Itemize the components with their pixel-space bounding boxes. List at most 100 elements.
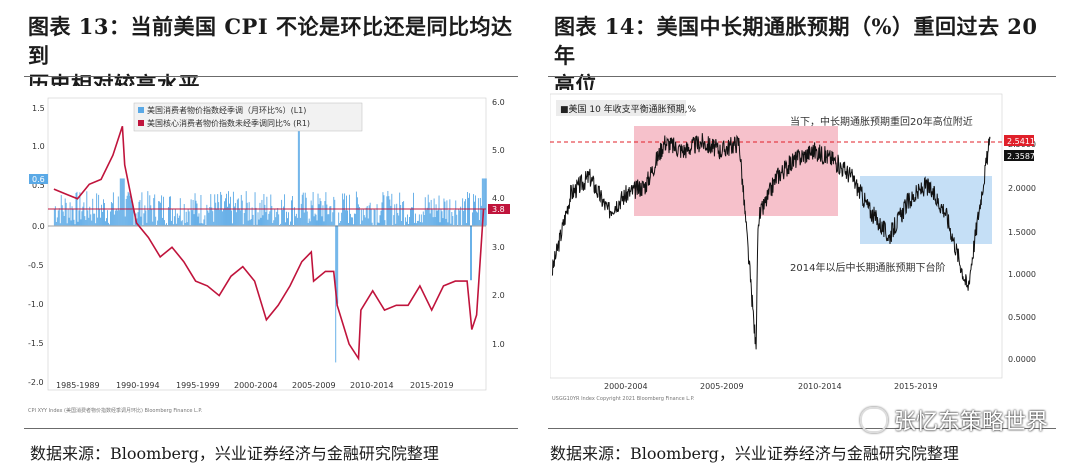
cpi-mom-bar <box>400 205 402 226</box>
cpi-mom-bar <box>352 224 354 226</box>
cpi-mom-bar <box>98 194 100 226</box>
cpi-mom-bar <box>357 204 359 226</box>
cpi-mom-bar <box>286 211 287 226</box>
cpi-mom-bar <box>133 225 135 226</box>
cpi-mom-bar <box>233 206 235 226</box>
cpi-mom-bar <box>156 225 158 226</box>
cpi-mom-bar <box>89 206 91 226</box>
cpi-mom-bar <box>436 210 438 226</box>
cpi-mom-bar <box>222 211 224 226</box>
cpi-mom-bar <box>162 217 164 226</box>
cpi-mom-bar <box>121 178 123 226</box>
left-rtick: 6.0 <box>492 98 505 107</box>
cpi-mom-bar <box>192 199 194 226</box>
cpi-mom-bar <box>190 199 192 226</box>
cpi-mom-bar <box>466 223 468 226</box>
cpi-mom-bar <box>296 217 298 226</box>
right-legend-text: ■美国 10 年收支平衡通胀预期,% <box>560 103 697 115</box>
cpi-mom-bar <box>315 214 317 226</box>
cpi-mom-bar <box>434 217 436 226</box>
cpi-mom-bar <box>264 204 266 226</box>
cpi-mom-bar <box>94 213 96 226</box>
cpi-mom-bar <box>365 207 367 226</box>
cpi-mom-bar <box>339 222 341 226</box>
cpi-mom-bar <box>106 218 107 226</box>
cpi-mom-bar <box>457 225 459 226</box>
cpi-mom-bar <box>403 201 405 226</box>
cpi-mom-bar <box>54 206 56 226</box>
cpi-mom-bar <box>484 178 486 226</box>
cpi-mom-bar <box>80 219 82 226</box>
cpi-mom-bar <box>433 198 435 226</box>
cpi-mom-bar <box>441 211 443 226</box>
cpi-mom-bar <box>332 212 334 226</box>
cpi-mom-bar <box>409 216 410 226</box>
cpi-mom-bar <box>172 224 174 226</box>
right-ytick: 1.0000 <box>1008 270 1036 279</box>
cpi-mom-bar <box>59 223 61 226</box>
cpi-mom-bar <box>475 211 477 226</box>
cpi-mom-bar <box>186 222 188 226</box>
cpi-mom-bar <box>140 216 142 226</box>
cpi-mom-bar <box>363 215 365 226</box>
cpi-mom-bar <box>114 210 116 226</box>
cpi-mom-bar <box>126 195 128 226</box>
cpi-mom-bar <box>212 211 214 226</box>
cpi-mom-bar <box>379 215 381 226</box>
cpi-mom-bar <box>189 225 191 227</box>
cpi-mom-bar <box>413 222 415 226</box>
cpi-mom-bar <box>62 211 64 226</box>
cpi-mom-bar <box>107 210 108 226</box>
cpi-mom-bar <box>373 208 375 226</box>
cpi-mom-bar <box>196 203 198 226</box>
wechat-icon <box>859 407 888 433</box>
left-ytick: 1.0 <box>32 142 45 151</box>
cpi-mom-bar <box>99 209 101 226</box>
cpi-mom-bar <box>245 191 247 226</box>
cpi-mom-bar <box>243 213 245 226</box>
cpi-mom-bar <box>395 223 397 226</box>
cpi-mom-bar <box>462 198 464 226</box>
cpi-mom-bar <box>279 225 281 226</box>
cpi-mom-bar <box>86 191 88 226</box>
cpi-mom-bar <box>228 191 229 226</box>
cpi-mom-bar <box>122 178 124 226</box>
cpi-mom-bar <box>183 204 185 226</box>
right-chart-svg: ■美国 10 年收支平衡通胀预期,% 当下，中长期通胀预期重回20年高位附近 2… <box>549 90 1050 406</box>
cpi-mom-bar <box>438 195 440 226</box>
cpi-mom-bar <box>263 194 265 226</box>
cpi-mom-bar <box>336 225 338 304</box>
cpi-mom-bar <box>401 220 403 226</box>
cpi-mom-bar <box>85 220 87 226</box>
annotation-top: 当下，中长期通胀预期重回20年高位附近 <box>790 115 973 128</box>
cpi-mom-bar <box>452 216 454 226</box>
cpi-mom-bar <box>288 212 289 226</box>
right-breakeven-line <box>551 133 991 350</box>
cpi-mom-bar <box>278 214 280 226</box>
cpi-mom-bar <box>57 210 59 226</box>
cpi-mom-bar <box>70 220 72 226</box>
cpi-mom-bar <box>393 215 395 226</box>
left-ytick: 1.5 <box>32 104 45 113</box>
cpi-mom-bar <box>260 217 262 226</box>
cpi-mom-bar <box>317 193 319 226</box>
left-rtick: 1.0 <box>492 340 505 349</box>
cpi-mom-bar <box>320 201 322 226</box>
cpi-mom-bar <box>430 199 432 226</box>
cpi-mom-bar <box>432 217 434 226</box>
cpi-mom-bar <box>375 225 377 227</box>
cpi-mom-bar <box>329 206 331 226</box>
cpi-mom-bar <box>275 217 277 226</box>
cpi-mom-bar <box>195 200 197 226</box>
cpi-mom-bar <box>271 205 273 226</box>
cpi-mom-bar <box>292 225 294 226</box>
cpi-mom-bar <box>165 224 166 226</box>
left-rtick: 3.0 <box>492 243 505 252</box>
cpi-mom-bar <box>215 202 217 226</box>
cpi-mom-bar <box>208 212 210 226</box>
cpi-mom-bar <box>265 212 267 226</box>
cpi-mom-bar <box>318 204 320 226</box>
cpi-mom-bar <box>109 224 110 226</box>
cpi-mom-bar <box>310 200 312 226</box>
cpi-mom-bar <box>101 204 103 226</box>
